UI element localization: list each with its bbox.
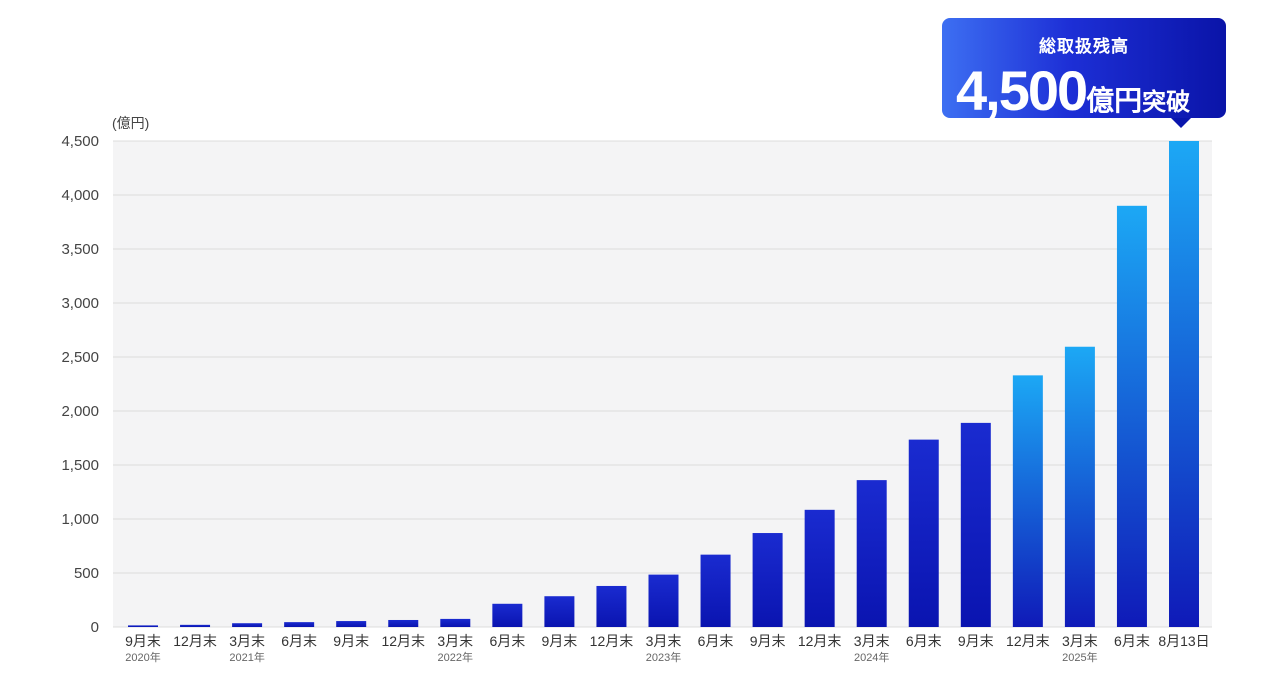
bar [492,603,523,627]
x-tick-label: 12月末 [590,633,634,649]
x-tick-label: 9月末 [750,633,786,649]
x-tick-label: 6月末 [1114,633,1150,649]
bar [440,618,471,627]
bar [544,596,575,627]
y-tick-label: 1,000 [61,511,99,528]
bar [700,554,731,627]
bar [1064,346,1095,627]
x-tick-label: 12月末 [798,633,842,649]
y-tick-label: 4,000 [61,187,99,204]
callout-amount-line: 4,500億円突破 [956,58,1190,123]
y-tick-label: 500 [74,565,99,582]
x-tick-label: 9月末 [333,633,369,649]
bar [336,621,367,627]
bar [284,622,315,627]
y-tick-label: 2,000 [61,403,99,420]
x-tick-label: 6月末 [489,633,525,649]
x-tick-label: 8月13日 [1158,633,1209,649]
y-tick-label: 1,500 [61,457,99,474]
total-balance-callout: 総取扱残高 4,500億円突破 [942,18,1226,128]
x-year-label: 2022年 [438,650,473,664]
y-tick-label: 3,000 [61,295,99,312]
x-tick-label: 3月末 [854,633,890,649]
callout-suffix: 突破 [1142,89,1191,116]
gridlines [113,140,1212,628]
bar [1012,375,1043,627]
y-axis-unit-label: (億円) [112,115,150,131]
x-tick-label: 12月末 [381,633,425,649]
bar [232,623,263,627]
x-tick-label: 9月末 [542,633,578,649]
y-tick-label: 4,500 [61,133,99,150]
x-tick-label: 6月末 [281,633,317,649]
bar [388,619,419,627]
x-tick-label: 3月末 [229,633,265,649]
bar [648,574,679,627]
bar [804,509,835,627]
y-tick-label: 0 [91,619,99,636]
y-axis-ticks: 0 500 1,000 1,500 2,000 2,500 3,000 3,500 4,000 4… [61,133,99,636]
bar [856,480,887,627]
bar [180,624,211,627]
bar [752,533,783,627]
callout-unit: 億円 [1086,85,1143,116]
bar [908,439,939,627]
x-tick-label: 3月末 [646,633,682,649]
bars [128,141,1199,628]
x-year-label: 2024年 [854,650,889,664]
x-tick-label: 3月末 [437,633,473,649]
bar [128,625,158,627]
bar [960,422,991,627]
x-tick-label: 9月末 [125,633,161,649]
bar [1116,205,1147,628]
x-year-label: 2025年 [1062,650,1097,664]
y-tick-label: 3,500 [61,241,99,258]
callout-title: 総取扱残高 [1039,37,1129,56]
x-year-label: 2021年 [229,650,264,664]
x-tick-label: 3月末 [1062,633,1098,649]
x-year-label: 2020年 [125,650,160,664]
x-year-label: 2023年 [646,650,681,664]
x-tick-label: 9月末 [958,633,994,649]
y-tick-label: 2,500 [61,349,99,366]
x-tick-label: 6月末 [906,633,942,649]
x-tick-label: 12月末 [173,633,217,649]
callout-amount: 4,500 [956,59,1088,122]
bar [596,585,627,627]
x-tick-label: 12月末 [1006,633,1050,649]
x-tick-label: 6月末 [698,633,734,649]
plot-background [113,141,1212,627]
bar [1169,141,1199,627]
